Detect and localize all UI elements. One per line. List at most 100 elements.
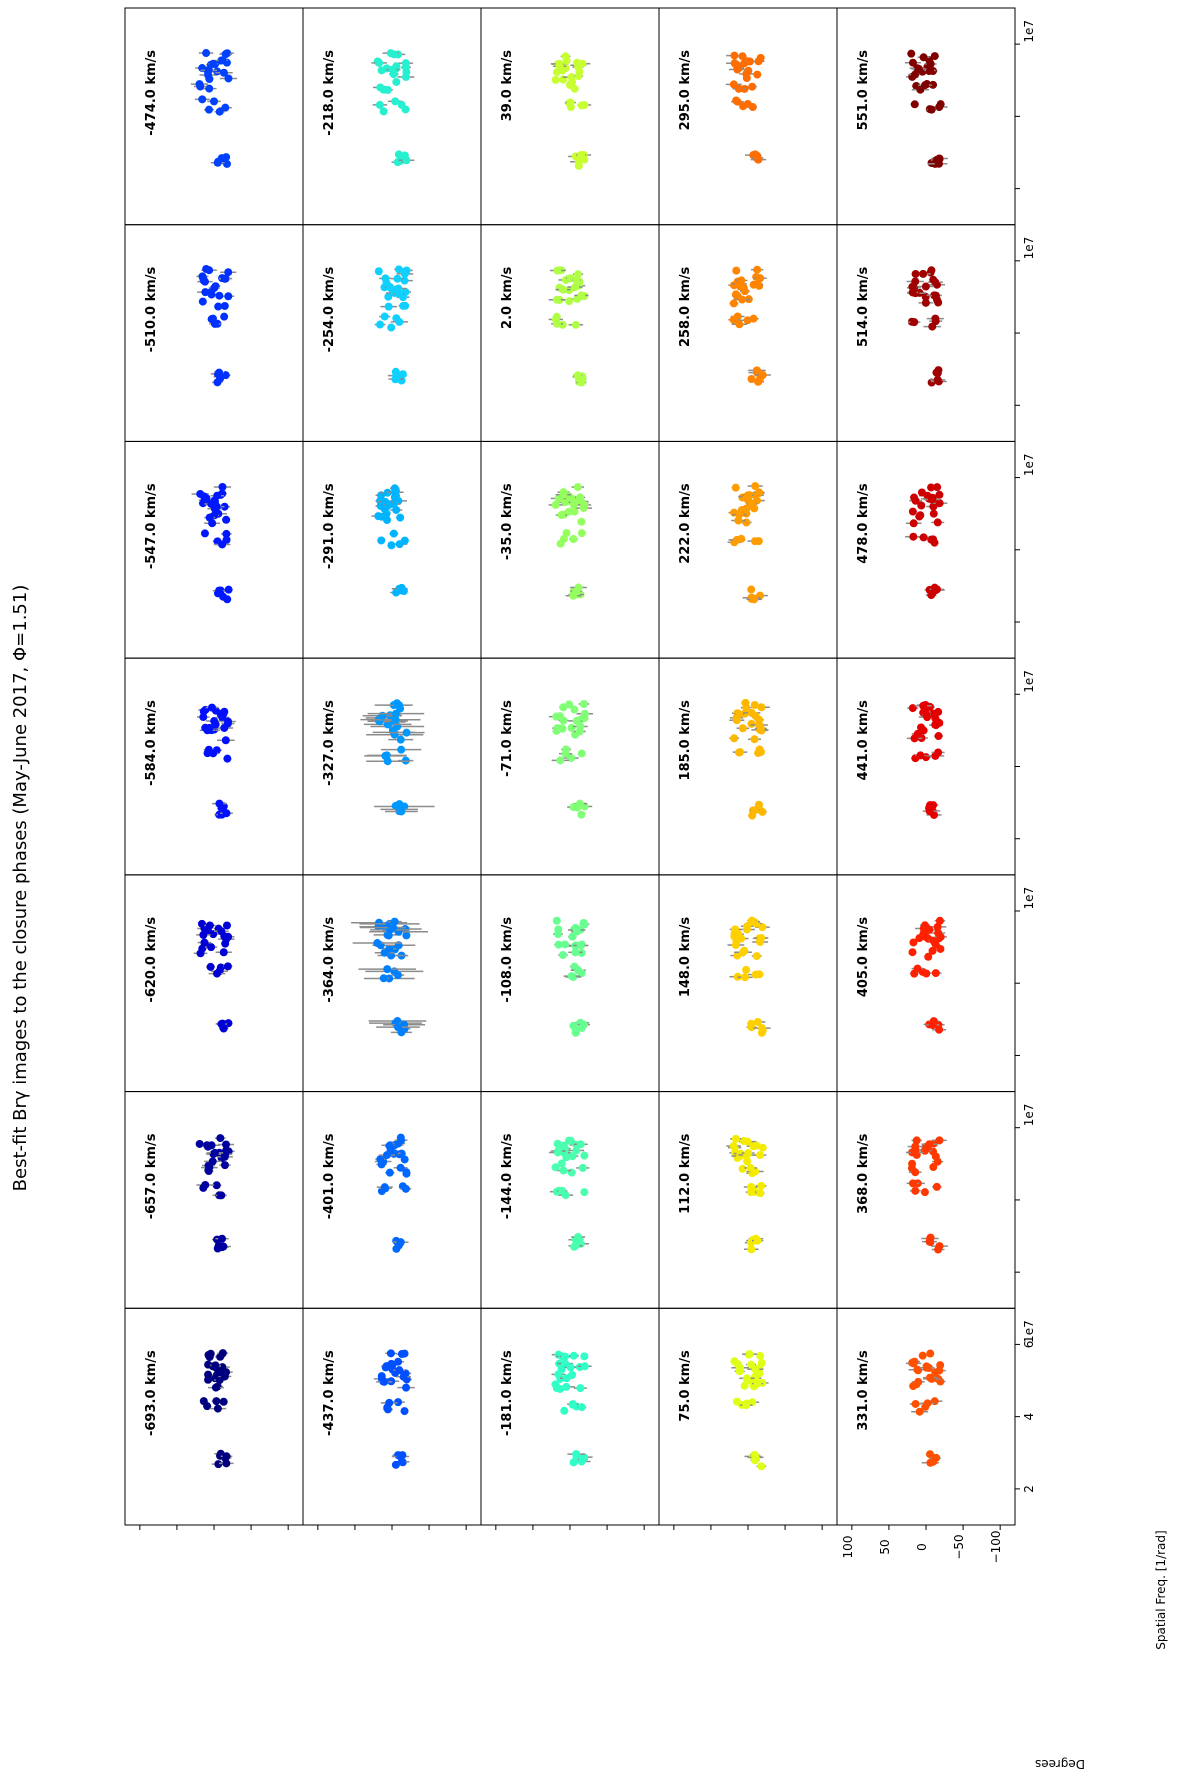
data-point [221,1150,230,1159]
data-point [738,724,747,733]
data-point [220,1161,229,1170]
data-point [221,103,230,112]
data-point [395,1366,404,1375]
x-exponent: 1e7 [1022,1104,1036,1127]
data-point [757,1462,766,1471]
data-point [556,712,565,721]
data-point [732,60,741,69]
data-point [397,745,406,754]
panel: 112.0 km/s [658,1091,838,1309]
data-point [389,50,398,59]
data-point [927,105,936,114]
data-point [219,592,228,601]
panel: 441.0 km/s [836,657,1016,876]
data-point [387,541,396,550]
data-point [384,302,393,311]
data-point [910,493,919,502]
data-point [756,1189,765,1198]
data-point [746,1163,755,1172]
data-point [911,269,920,278]
data-point [551,315,560,324]
data-point [923,1399,932,1408]
data-point [213,67,222,76]
panel: -327.0 km/s [302,657,482,876]
data-point [559,285,568,294]
velocity-label: -218.0 km/s [322,50,337,136]
data-point [929,535,938,544]
data-point [221,50,230,59]
data-point [212,969,221,978]
data-point [579,699,588,708]
data-point [580,1188,589,1197]
data-point [380,1183,389,1192]
data-point [917,501,926,510]
data-point [400,536,409,545]
data-point [757,703,766,712]
data-point [560,940,569,949]
panel: -108.0 km/s [480,874,660,1093]
data-point [375,918,384,927]
data-point [737,276,746,285]
data-point [375,100,384,109]
data-point [394,150,403,159]
data-point [203,1402,212,1411]
data-point [558,66,567,75]
x-axis-label: Spatial Freq. [1/rad] [1154,1530,1168,1649]
data-point [205,921,214,930]
data-point [745,57,754,66]
data-point [393,971,402,980]
data-point [750,595,759,604]
data-point [579,504,588,513]
data-point [212,1181,221,1190]
data-point [383,965,392,974]
data-point [556,539,565,548]
panel: -584.0 km/s [124,657,304,876]
panel: 405.0 km/s [836,874,1016,1093]
velocity-label: -620.0 km/s [144,917,159,1003]
data-point [574,270,583,279]
data-point [223,754,232,763]
data-point [750,735,759,744]
data-point [569,535,578,544]
data-point [383,757,392,766]
data-point [919,533,928,542]
data-point [391,715,400,724]
velocity-label: -547.0 km/s [144,483,159,569]
data-point [758,807,767,816]
data-point [570,1242,579,1251]
data-point [215,586,224,595]
x-exponent: 1e7 [1022,20,1036,43]
data-point [741,973,750,982]
y-axis-label: Degrees [1035,1757,1085,1771]
data-point [570,507,579,516]
data-point [214,1460,223,1469]
data-point [207,943,216,952]
data-point [749,314,758,323]
data-point [559,490,568,499]
velocity-label: 295.0 km/s [678,50,693,131]
data-point [931,1152,940,1161]
data-point [730,734,739,743]
data-point [222,921,231,930]
panel: -657.0 km/s [124,1091,304,1309]
panel: -35.0 km/s [480,440,660,659]
data-point [934,748,943,757]
data-point [385,944,394,953]
data-point [400,151,409,160]
data-point [552,295,561,304]
data-point [398,1451,407,1460]
panel: 148.0 km/s [658,874,838,1093]
panel: 331.0 km/s [836,1307,1016,1526]
data-point [205,84,214,93]
data-point [390,484,399,493]
data-point [910,1148,919,1157]
data-point [198,944,207,953]
data-point [922,710,931,719]
data-point [929,509,938,518]
data-point [215,799,224,808]
data-point [199,707,208,716]
data-point [935,499,944,508]
data-point [208,519,217,528]
data-point [202,264,211,273]
panel: 75.0 km/s [658,1307,838,1526]
